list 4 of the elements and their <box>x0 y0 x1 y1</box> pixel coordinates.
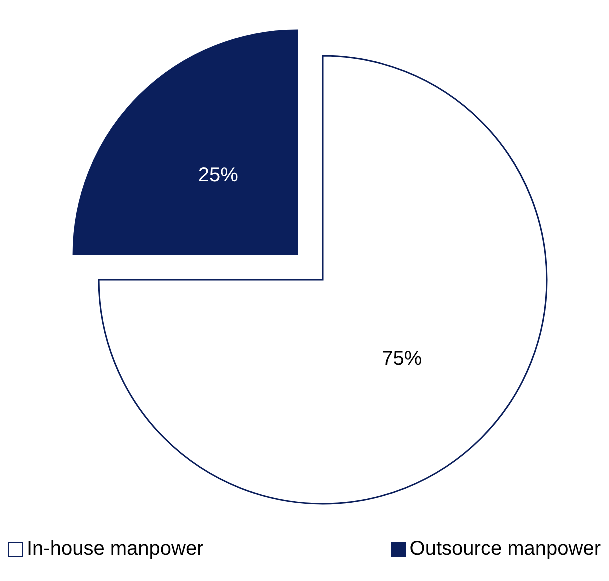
legend-label: In-house manpower <box>27 538 204 561</box>
legend-label: Outsource manpower <box>410 538 601 561</box>
data-label: 75% <box>382 348 422 370</box>
data-label: 25% <box>198 164 239 186</box>
